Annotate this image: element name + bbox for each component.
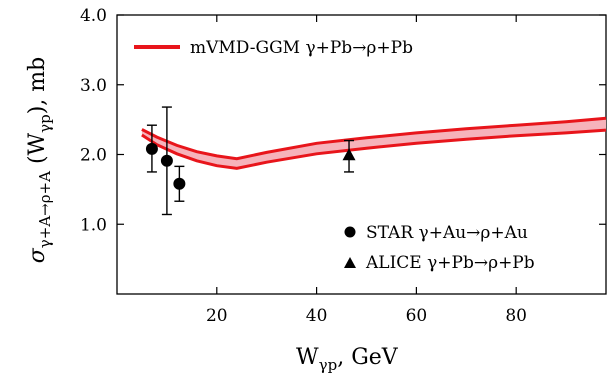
y-tick-label: 2.0 xyxy=(80,146,107,166)
x-axis-title: Wγp, GeV xyxy=(296,345,399,374)
y-tick-label: 4.0 xyxy=(80,6,107,26)
legend-alice-label: ALICE γ+Pb→ρ+Pb xyxy=(365,253,535,273)
x-tick-label: 80 xyxy=(505,306,527,326)
data-point-alice xyxy=(342,148,356,161)
x-tick-label: 20 xyxy=(206,306,228,326)
model-band-fill xyxy=(141,118,606,169)
data-point-star xyxy=(173,177,186,190)
legend-top: mVMD-GGM γ+Pb→ρ+Pb xyxy=(134,38,413,58)
ticks-group: 20 40 60 80 1.0 2.0 3.0 4.0 xyxy=(80,6,606,326)
y-tick-label: 3.0 xyxy=(80,76,107,96)
legend-star-marker xyxy=(344,226,356,238)
model-band-lower-line xyxy=(141,128,607,170)
data-point-star xyxy=(145,142,158,155)
model-band-group xyxy=(141,116,607,170)
data-point-star xyxy=(160,154,173,167)
y-tick-label: 1.0 xyxy=(80,215,107,235)
legend-band-label: mVMD-GGM γ+Pb→ρ+Pb xyxy=(190,38,413,58)
x-tick-label: 60 xyxy=(406,306,428,326)
legend-star-label: STAR γ+Au→ρ+Au xyxy=(366,223,528,243)
x-tick-label: 40 xyxy=(306,306,328,326)
legend-alice-marker xyxy=(344,257,356,268)
data-points-group xyxy=(145,106,356,216)
model-band-upper-line xyxy=(141,116,607,161)
legend-bottom: STAR γ+Au→ρ+Au ALICE γ+Pb→ρ+Pb xyxy=(344,223,535,273)
y-axis-title: σγ+A→ρ+A (Wγp), mb xyxy=(25,57,54,263)
